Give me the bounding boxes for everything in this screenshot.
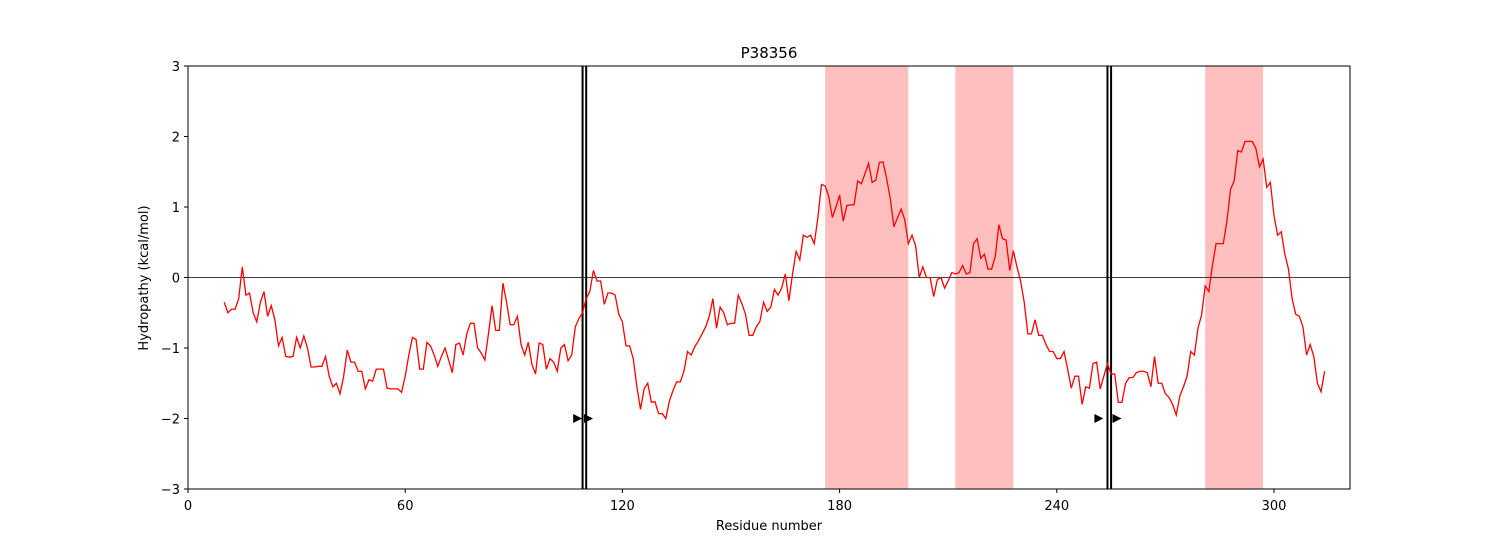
chart-title: P38356 [741,44,798,62]
x-axis-label: Residue number [716,519,823,534]
x-tick-label: 0 [184,499,192,514]
marker [573,414,583,423]
hydropathy-line [223,140,1326,421]
marker [1094,414,1104,423]
marker [584,414,594,423]
y-tick-label: 0 [172,272,180,287]
x-tick-label: 240 [1044,499,1069,514]
y-axis-label: Hydropathy (kcal/mol) [137,205,152,350]
marker [1112,414,1122,423]
y-tick-label: −3 [161,483,180,498]
y-tick-label: −1 [161,342,180,357]
y-tick-label: 3 [172,60,180,75]
y-tick-label: 1 [172,201,180,216]
x-tick-label: 180 [827,499,852,514]
x-tick-label: 300 [1262,499,1287,514]
x-tick-label: 60 [397,499,414,514]
x-tick-label: 120 [610,499,635,514]
y-tick-label: −2 [161,413,180,428]
y-tick-label: 2 [172,131,180,146]
